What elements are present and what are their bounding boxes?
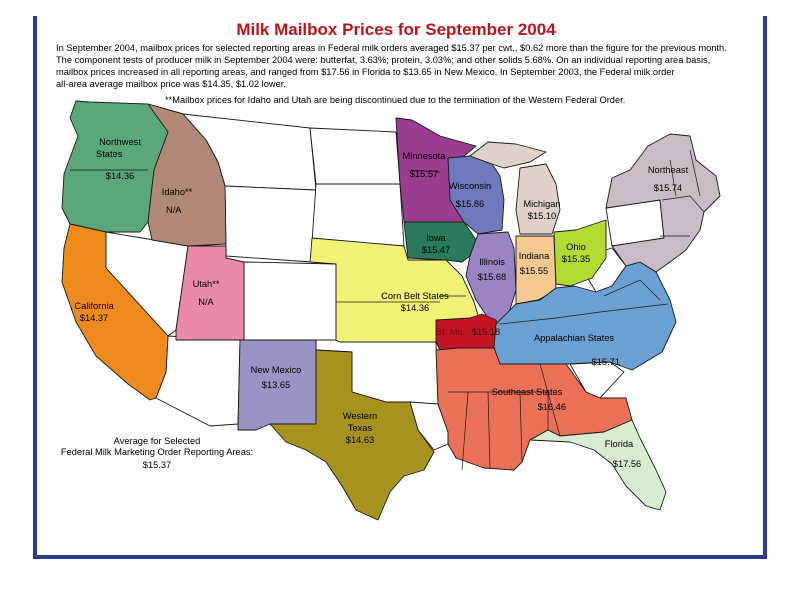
label-utah: Utah** N/A <box>184 278 228 308</box>
wisconsin-price: $15.86 <box>455 199 485 209</box>
label-illinois: Illinois $15.68 <box>470 256 514 283</box>
state-arizona <box>155 335 241 427</box>
california-price: $14.37 <box>79 313 109 323</box>
label-southeast: Southeast States $16.46 <box>482 386 572 413</box>
utah-name: Utah** <box>192 279 220 289</box>
label-corn-belt: Corn Belt States $14.36 <box>370 290 460 314</box>
label-ohio: Ohio $15.35 <box>556 241 596 265</box>
average-line-2: Federal Milk Marketing Order Reporting A… <box>60 447 254 457</box>
intro-line: all-area average mailbox price was $14.3… <box>56 79 286 89</box>
indiana-name: Indiana <box>518 251 550 261</box>
label-florida: Florida $17.56 <box>596 438 642 470</box>
region-iowa <box>403 221 477 263</box>
average-box: Average for Selected Federal Milk Market… <box>52 436 262 471</box>
western-texas-price: $14.63 <box>345 435 375 445</box>
label-new-mexico: New Mexico $13.65 <box>244 364 308 391</box>
florida-price: $17.56 <box>612 459 642 469</box>
idaho-name: Idaho** <box>161 187 193 197</box>
indiana-price: $15.55 <box>519 266 549 276</box>
intro-paragraph: In September 2004, mailbox prices for se… <box>56 42 768 90</box>
region-upper-michigan <box>469 141 547 169</box>
iowa-price: $15.47 <box>421 245 451 255</box>
label-appalachian: Appalachian States $15.71 <box>528 332 620 368</box>
state-north-dakota <box>309 127 401 185</box>
corn-belt-price: $14.36 <box>400 303 430 313</box>
region-ohio <box>553 219 607 287</box>
label-minnesota: Minnesota $15.57 <box>396 150 452 180</box>
appalachian-price: $15.71 <box>591 357 620 367</box>
southeast-price: $16.46 <box>537 402 566 412</box>
label-indiana: Indiana $15.55 <box>514 250 554 277</box>
northeast-name: Northeast <box>647 165 689 175</box>
utah-price: N/A <box>198 297 214 307</box>
label-iowa: Iowa $15.47 <box>416 232 456 256</box>
label-idaho: Idaho** N/A <box>152 186 202 216</box>
label-wisconsin: Wisconsin $15.86 <box>444 180 496 210</box>
label-st-louis: St. Mo. $15.18 <box>430 326 506 338</box>
northwest-name: Northwest <box>99 137 141 147</box>
average-line-1: Average for Selected <box>113 436 201 446</box>
illinois-name: Illinois <box>479 257 505 267</box>
new-mexico-price: $13.65 <box>261 380 291 390</box>
minnesota-price: $15.57 <box>409 169 439 179</box>
northwest-price: $14.36 <box>105 171 135 181</box>
minnesota-name: Minnesota <box>402 151 446 161</box>
region-michigan <box>515 163 561 235</box>
st-louis-price: $15.18 <box>471 327 501 337</box>
appalachian-name: Appalachian States <box>533 333 615 343</box>
corn-belt-name: Corn Belt States <box>381 291 449 301</box>
state-borders <box>70 149 705 471</box>
region-western-texas <box>269 349 435 521</box>
new-mexico-name: New Mexico <box>250 365 302 375</box>
illinois-price: $15.68 <box>477 272 507 282</box>
california-name: California <box>74 301 114 311</box>
label-northwest: Northwest States $14.36 <box>90 136 150 182</box>
western-texas-name: Western <box>342 411 378 421</box>
label-michigan: Michigan $15.10 <box>518 198 566 222</box>
intro-line: The component tests of producer milk in … <box>56 55 711 65</box>
region-california <box>61 223 169 401</box>
state-wyoming <box>224 185 317 263</box>
non-reporting-states <box>105 113 665 451</box>
western-texas-name-2: Texas <box>347 423 373 433</box>
wisconsin-name: Wisconsin <box>448 181 492 191</box>
label-northeast: Northeast $15.74 <box>640 164 696 194</box>
iowa-name: Iowa <box>426 233 446 243</box>
intro-line: In September 2004, mailbox prices for se… <box>56 43 727 53</box>
michigan-price: $15.10 <box>527 211 557 221</box>
label-western-texas: Western Texas $14.63 <box>330 410 390 446</box>
idaho-price: N/A <box>166 205 182 215</box>
st-louis-name: St. Mo. <box>435 327 466 337</box>
region-utah <box>175 245 245 341</box>
northeast-price: $15.74 <box>653 183 683 193</box>
northwest-name-2: States <box>96 149 123 159</box>
florida-name: Florida <box>604 439 634 449</box>
state-south-dakota <box>311 183 405 247</box>
average-value: $15.37 <box>142 460 172 470</box>
southeast-name: Southeast States <box>491 387 563 397</box>
ohio-price: $15.35 <box>561 254 591 264</box>
intro-line: mailbox prices increased in all reportin… <box>56 67 675 77</box>
ohio-name: Ohio <box>566 242 586 252</box>
michigan-name: Michigan <box>523 199 561 209</box>
region-florida <box>529 419 667 511</box>
label-california: California $14.37 <box>64 300 124 324</box>
discontinued-note: **Mailbox prices for Idaho and Utah are … <box>165 95 626 105</box>
region-northeast <box>605 133 721 273</box>
page-title: Milk Mailbox Prices for September 2004 <box>236 20 556 39</box>
state-colorado <box>243 261 337 341</box>
region-idaho <box>147 103 227 247</box>
